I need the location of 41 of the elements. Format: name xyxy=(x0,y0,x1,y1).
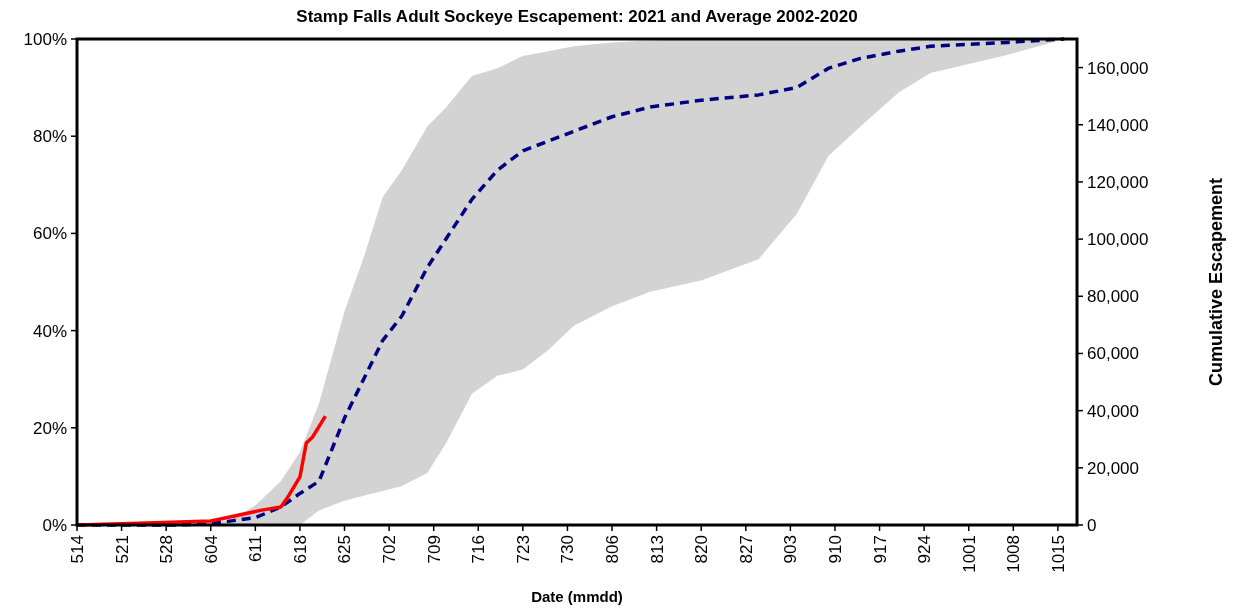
y-tick-label: 20% xyxy=(32,418,67,438)
x-tick-label: 709 xyxy=(424,535,444,564)
x-tick-label: 806 xyxy=(602,535,622,564)
x-tick-label: 716 xyxy=(469,535,489,564)
x-tick-label: 514 xyxy=(67,535,87,564)
y2-tick-label: 140,000 xyxy=(1087,115,1149,135)
y-tick-label: 100% xyxy=(23,29,67,49)
x-tick-label: 1001 xyxy=(959,535,979,573)
x-tick-label: 611 xyxy=(246,535,266,563)
y2-tick-label: 160,000 xyxy=(1087,58,1149,78)
y2-axis-title: Cumulative Escapement xyxy=(1206,177,1226,387)
x-tick-label: 618 xyxy=(290,535,310,564)
y-tick-label: 60% xyxy=(32,224,67,244)
x-tick-label: 827 xyxy=(736,535,756,564)
y-tick-label: 80% xyxy=(32,127,67,147)
x-tick-label: 528 xyxy=(157,535,177,564)
y2-tick-label: 0 xyxy=(1087,515,1097,535)
x-tick-label: 813 xyxy=(647,535,667,564)
x-tick-label: 702 xyxy=(380,535,400,564)
x-tick-label: 917 xyxy=(870,535,890,564)
x-tick-label: 723 xyxy=(513,535,533,564)
x-tick-label: 1015 xyxy=(1048,535,1068,573)
chart-title: Stamp Falls Adult Sockeye Escapement: 2021 and Average 2002-2020 xyxy=(296,7,858,26)
x-tick-label: 820 xyxy=(692,535,712,564)
x-axis-title: Date (mmdd) xyxy=(531,588,623,605)
x-tick-label: 604 xyxy=(201,535,221,564)
x-tick-label: 924 xyxy=(915,535,935,564)
y-tick-label: 40% xyxy=(32,321,67,341)
x-tick-label: 910 xyxy=(825,535,845,564)
x-tick-label: 1008 xyxy=(1004,535,1024,573)
x-tick-label: 521 xyxy=(112,535,132,564)
x-tick-label: 730 xyxy=(558,535,578,564)
y2-tick-label: 60,000 xyxy=(1087,344,1139,364)
x-tick-label: 903 xyxy=(781,535,801,564)
y2-tick-label: 120,000 xyxy=(1087,172,1149,192)
x-tick-label: 625 xyxy=(335,535,355,564)
y2-tick-label: 80,000 xyxy=(1087,287,1139,307)
y2-tick-label: 40,000 xyxy=(1087,401,1139,421)
y2-tick-label: 20,000 xyxy=(1087,458,1139,478)
y2-tick-label: 100,000 xyxy=(1087,230,1149,250)
y-tick-label: 0% xyxy=(42,515,67,535)
